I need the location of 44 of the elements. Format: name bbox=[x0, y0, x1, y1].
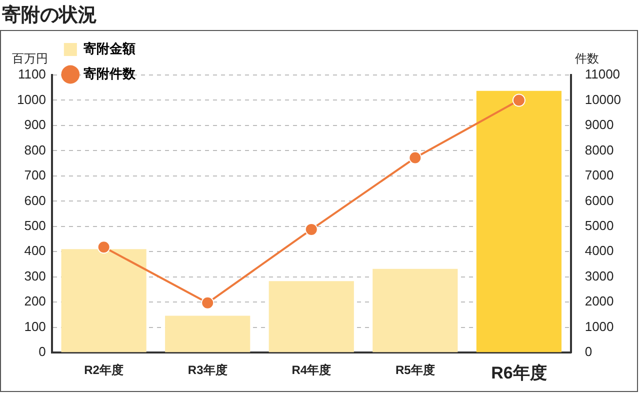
y-axis-title: 百万円 bbox=[12, 51, 48, 66]
y2-tick-label: 9000 bbox=[584, 117, 614, 132]
y2-tick-label: 2000 bbox=[584, 294, 614, 309]
chart-title: 寄附の状況 bbox=[2, 3, 97, 28]
legend-label: 寄附金額 bbox=[83, 41, 136, 56]
y-tick-label: 1000 bbox=[17, 92, 46, 107]
point bbox=[304, 222, 318, 236]
x-tick-label: R6年度 bbox=[491, 363, 547, 382]
y2-tick-label: 7000 bbox=[584, 168, 614, 183]
y-tick-label: 900 bbox=[24, 117, 46, 132]
bar bbox=[268, 281, 354, 352]
point bbox=[97, 240, 110, 254]
bar bbox=[165, 316, 250, 352]
x-tick-label: R4年度 bbox=[292, 363, 332, 378]
legend-label: 寄附件数 bbox=[83, 66, 136, 82]
point bbox=[512, 94, 526, 107]
y-tick-label: 700 bbox=[24, 168, 46, 183]
y-tick-label: 1100 bbox=[18, 66, 46, 82]
y2-tick-label: 1000 bbox=[584, 318, 614, 334]
y-tick-label: 100 bbox=[24, 318, 46, 334]
x-tick-label: R5年度 bbox=[396, 363, 435, 378]
x-tick-label: R2年度 bbox=[84, 363, 124, 378]
x-tick-label: R3年度 bbox=[188, 363, 228, 378]
y2-tick-label: 6000 bbox=[584, 192, 614, 208]
y-tick-label: 400 bbox=[24, 243, 46, 258]
y-tick-label: 200 bbox=[24, 294, 46, 309]
y2-tick-label: 11000 bbox=[584, 66, 620, 82]
y-tick-label: 500 bbox=[24, 218, 46, 233]
y-tick-label: 0 bbox=[38, 344, 46, 360]
y-tick-label: 600 bbox=[24, 192, 46, 208]
bar bbox=[476, 90, 562, 352]
point bbox=[408, 151, 422, 164]
y2-tick-label: 4000 bbox=[584, 243, 614, 258]
y2-axis-title: 件数 bbox=[574, 51, 599, 66]
y2-tick-label: 5000 bbox=[584, 218, 614, 233]
y-tick-label: 300 bbox=[24, 268, 46, 284]
bar bbox=[61, 249, 146, 352]
y-tick-label: 800 bbox=[24, 142, 46, 158]
bar bbox=[372, 268, 458, 352]
y2-tick-label: 0 bbox=[584, 344, 592, 360]
y2-tick-label: 8000 bbox=[584, 142, 614, 158]
y2-tick-label: 10000 bbox=[584, 92, 622, 107]
point bbox=[201, 296, 214, 310]
y2-tick-label: 3000 bbox=[584, 268, 614, 284]
